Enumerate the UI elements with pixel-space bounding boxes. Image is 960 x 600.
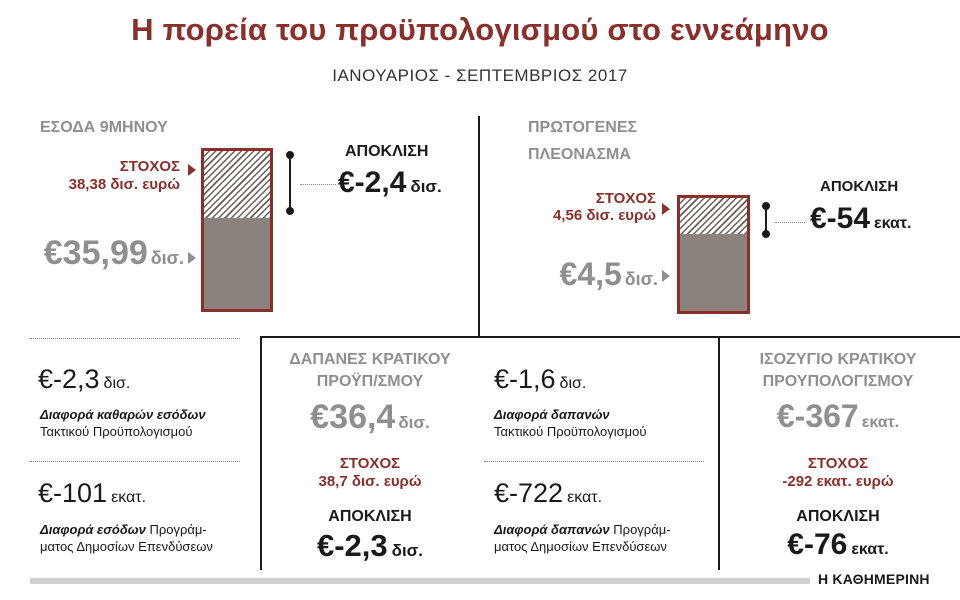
balance-actual: €-367 εκατ. bbox=[720, 398, 956, 435]
balance-actual-value: €-367 bbox=[776, 398, 859, 434]
expenditure-breakdown-mid-rule bbox=[484, 461, 704, 462]
balance-heading-line2: ΠΡΟΥΠΟΛΟΓΙΣΜΟΥ bbox=[762, 373, 914, 390]
expenditure-deviation: €-2,3 δισ. bbox=[262, 528, 478, 564]
revenue-breakdown-desc-rest: Προγράμ- ματος Δημοσίων Επενδύσεων bbox=[40, 522, 213, 554]
divider-top-vertical bbox=[478, 116, 480, 338]
expenditure-breakdown-desc-rest: Τακτικού Προϋπολογισμού bbox=[494, 424, 647, 439]
expenditure-breakdown-desc-bold: Διαφορά δαπανών bbox=[494, 407, 610, 422]
revenue-breakdown-value: €-101 bbox=[38, 478, 108, 508]
revenue-deviation-unit: δισ. bbox=[410, 177, 442, 196]
revenue-deviation-label: ΑΠΟΚΛΙΣΗ bbox=[345, 143, 429, 160]
revenue-bracket bbox=[284, 151, 296, 215]
revenue-breakdown-desc-bold: Διαφορά καθαρών εσόδων bbox=[40, 407, 206, 422]
expenditure-breakdown-desc-bold: Διαφορά δαπανών bbox=[494, 522, 610, 537]
revenue-bar-actual bbox=[204, 217, 270, 309]
expenditure-breakdown-unit: δισ. bbox=[559, 375, 587, 392]
revenue-bar-gap bbox=[204, 151, 270, 218]
balance-heading-line1: ΙΣΟΖΥΓΙΟ ΚΡΑΤΙΚΟΥ bbox=[759, 351, 917, 368]
expenditure-breakdown-desc: Διαφορά δαπανών Προγράμ- ματος Δημοσίων … bbox=[494, 521, 714, 555]
surplus-actual: €4,5 δισ. bbox=[510, 256, 658, 293]
surplus-bar-gap bbox=[680, 198, 747, 234]
revenue-target-label: ΣΤΟΧΟΣ bbox=[119, 158, 180, 175]
expenditure-target-value: 38,7 δισ. ευρώ bbox=[318, 473, 422, 490]
balance-deviation-value: €-76 bbox=[787, 528, 848, 561]
revenue-breakdown-desc-rest: Τακτικού Προϋπολογισμού bbox=[40, 424, 193, 439]
surplus-deviation: €-54 εκατ. bbox=[810, 202, 911, 236]
expenditure-heading-line2: ΠΡΟΫΠ/ΣΜΟΥ bbox=[316, 373, 424, 390]
balance-target-value: -292 εκατ. ευρώ bbox=[782, 473, 894, 490]
expenditure-breakdown-value: €-1,6 bbox=[494, 364, 556, 394]
revenue-actual-value: €35,99 bbox=[43, 234, 148, 272]
revenue-breakdown-item: €-2,3 δισ. bbox=[38, 364, 130, 395]
infographic-title: Η πορεία του προϋπολογισμού στο εννεάμην… bbox=[131, 12, 829, 47]
balance-deviation-unit: εκατ. bbox=[851, 541, 889, 558]
surplus-target-value: 4,56 δισ. ευρώ bbox=[552, 207, 656, 224]
expenditure-breakdown-desc: Διαφορά δαπανών Τακτικού Προϋπολογισμού bbox=[494, 406, 714, 440]
expenditure-breakdown-value: €-722 bbox=[494, 478, 564, 508]
expenditure-breakdown-item: €-722 εκατ. bbox=[494, 478, 602, 509]
publisher-logo: Η ΚΑΘΗΜΕΡΙΝΗ bbox=[818, 571, 930, 587]
expenditure-deviation-label: ΑΠΟΚΛΙΣΗ bbox=[328, 508, 412, 525]
revenue-heading: ΕΣΟΔΑ 9ΜΗΝΟΥ bbox=[40, 119, 168, 136]
revenue-breakdown-value: €-2,3 bbox=[38, 364, 100, 394]
expenditure-actual: €36,4 δισ. bbox=[262, 398, 478, 437]
revenue-breakdown-mid-rule bbox=[30, 461, 240, 462]
surplus-target-label: ΣΤΟΧΟΣ bbox=[595, 190, 656, 207]
balance-target-label: ΣΤΟΧΟΣ bbox=[807, 455, 869, 472]
expenditure-deviation-value: €-2,3 bbox=[316, 528, 388, 563]
expenditure-actual-value: €36,4 bbox=[310, 398, 396, 436]
surplus-bar-actual bbox=[680, 233, 747, 311]
revenue-deviation-value: €-2,4 bbox=[338, 166, 407, 199]
revenue-breakdown-item: €-101 εκατ. bbox=[38, 478, 146, 509]
surplus-bar bbox=[677, 195, 750, 314]
revenue-breakdown-top-rule bbox=[30, 338, 240, 339]
expenditure-breakdown-item: €-1,6 δισ. bbox=[494, 364, 586, 395]
expenditure-deviation-unit: δισ. bbox=[391, 541, 424, 560]
balance-deviation: €-76 εκατ. bbox=[720, 528, 956, 562]
revenue-breakdown-unit: εκατ. bbox=[111, 489, 147, 506]
revenue-target-arrow-icon bbox=[188, 164, 196, 176]
surplus-deviation-unit: εκατ. bbox=[874, 215, 912, 232]
revenue-actual: €35,99 δισ. bbox=[28, 234, 184, 273]
revenue-actual-unit: δισ. bbox=[150, 248, 184, 268]
revenue-breakdown-desc: Διαφορά εσόδων Προγράμ- ματος Δημοσίων Ε… bbox=[40, 521, 260, 555]
revenue-actual-arrow-icon bbox=[188, 252, 196, 264]
expenditure-heading-line1: ΔΑΠΑΝΕΣ ΚΡΑΤΙΚΟΥ bbox=[289, 351, 451, 368]
surplus-actual-unit: δισ. bbox=[624, 269, 658, 289]
expenditure-breakdown-unit: εκατ. bbox=[567, 489, 603, 506]
divider-expenditure-left bbox=[260, 336, 262, 570]
surplus-deviation-label: ΑΠΟΚΛΙΣΗ bbox=[820, 178, 899, 195]
surplus-bracket bbox=[760, 202, 772, 238]
surplus-actual-value: €4,5 bbox=[559, 256, 622, 292]
expenditure-breakdown-desc-rest: Προγράμ- ματος Δημοσίων Επενδύσεων bbox=[494, 522, 671, 554]
revenue-bar bbox=[201, 148, 273, 312]
surplus-deviation-leader bbox=[775, 222, 805, 223]
revenue-breakdown-desc: Διαφορά καθαρών εσόδων Τακτικού Προϋπολο… bbox=[40, 406, 260, 440]
infographic-subtitle: ΙΑΝΟΥΑΡΙΟΣ - ΣΕΠΤΕΜΒΡΙΟΣ 2017 bbox=[332, 66, 628, 85]
revenue-breakdown-unit: δισ. bbox=[103, 375, 131, 392]
balance-actual-unit: εκατ. bbox=[861, 414, 900, 431]
revenue-target-value: 38,38 δισ. ευρώ bbox=[68, 176, 180, 193]
revenue-deviation: €-2,4 δισ. bbox=[338, 166, 442, 200]
surplus-deviation-value: €-54 bbox=[810, 202, 871, 235]
revenue-breakdown-desc-bold: Διαφορά εσόδων bbox=[40, 522, 146, 537]
revenue-deviation-leader bbox=[300, 184, 336, 185]
expenditure-target-label: ΣΤΟΧΟΣ bbox=[339, 455, 401, 472]
footer-rule bbox=[30, 578, 810, 584]
surplus-heading-line2: ΠΛΕΟΝΑΣΜΑ bbox=[528, 146, 631, 163]
surplus-target-arrow-icon bbox=[662, 203, 670, 215]
divider-middle-horizontal bbox=[260, 336, 960, 338]
expenditure-actual-unit: δισ. bbox=[398, 413, 430, 432]
divider-balance-left bbox=[718, 336, 720, 570]
surplus-actual-arrow-icon bbox=[662, 270, 670, 282]
balance-deviation-label: ΑΠΟΚΛΙΣΗ bbox=[796, 508, 880, 525]
surplus-heading-line1: ΠΡΩΤΟΓΕΝΕΣ bbox=[528, 119, 638, 136]
